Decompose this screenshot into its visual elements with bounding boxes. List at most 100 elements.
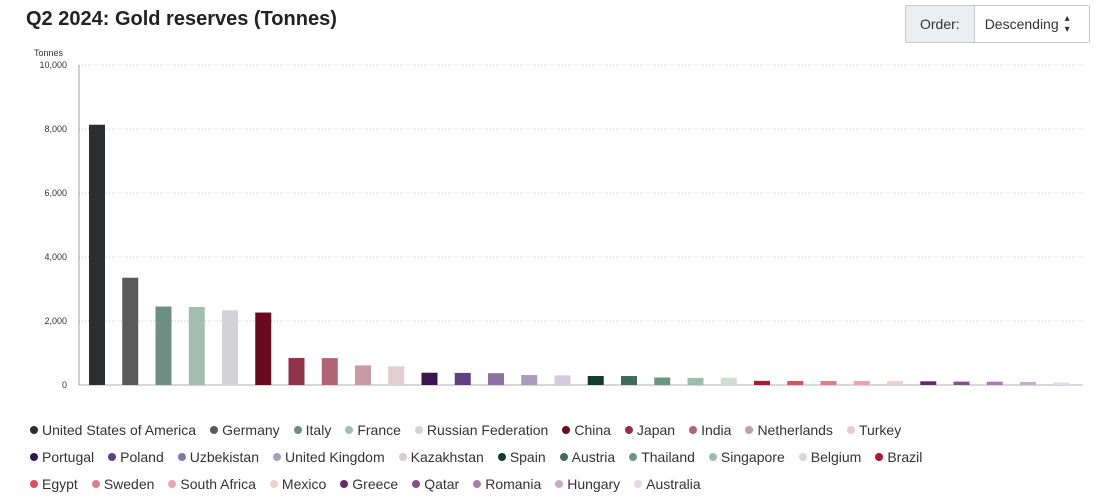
legend-item[interactable]: Greece: [340, 476, 398, 492]
legend-item[interactable]: Italy: [294, 422, 332, 438]
legend-label: Turkey: [859, 422, 901, 438]
y-tick-label: 10,000: [39, 60, 67, 70]
legend-item[interactable]: Germany: [210, 422, 280, 438]
legend-item[interactable]: United States of America: [30, 422, 196, 438]
legend-swatch: [294, 426, 302, 434]
legend-swatch: [340, 480, 348, 488]
legend-swatch: [108, 453, 116, 461]
bar[interactable]: Hungary: [1020, 382, 1036, 385]
legend-item[interactable]: Sweden: [92, 476, 155, 492]
bar[interactable]: Portugal: [422, 373, 438, 385]
legend-row: Portugal Poland Uzbekistan United Kingdom Ka…: [30, 443, 1080, 470]
legend-item[interactable]: Russian Federation: [415, 422, 548, 438]
bar[interactable]: Turkey: [388, 366, 404, 385]
bar[interactable]: India: [322, 358, 338, 385]
y-tick-label: 2,000: [44, 316, 67, 326]
bar[interactable]: Singapore: [688, 378, 704, 385]
bar[interactable]: Greece: [920, 381, 936, 385]
legend-swatch: [634, 480, 642, 488]
legend-item[interactable]: Japan: [625, 422, 675, 438]
legend-swatch: [745, 426, 753, 434]
bar[interactable]: Uzbekistan: [488, 373, 504, 385]
legend-item[interactable]: Singapore: [709, 449, 785, 465]
bar[interactable]: Austria: [621, 376, 637, 385]
legend-label: Japan: [637, 422, 675, 438]
bar[interactable]: Sweden: [821, 381, 837, 385]
legend-item[interactable]: Mexico: [270, 476, 326, 492]
legend-label: Russian Federation: [427, 422, 548, 438]
legend-label: Uzbekistan: [190, 449, 259, 465]
legend-item[interactable]: Poland: [108, 449, 164, 465]
legend-item[interactable]: Portugal: [30, 449, 94, 465]
legend-label: Singapore: [721, 449, 785, 465]
bar[interactable]: Mexico: [887, 381, 903, 385]
bar[interactable]: Japan: [289, 358, 305, 385]
bar[interactable]: Thailand: [654, 378, 670, 385]
legend-swatch: [415, 426, 423, 434]
bar[interactable]: United States of America: [89, 125, 105, 385]
bar[interactable]: Australia: [1053, 382, 1069, 385]
legend-swatch: [30, 480, 38, 488]
legend-swatch: [92, 480, 100, 488]
bar[interactable]: South Africa: [854, 381, 870, 385]
legend-swatch: [399, 453, 407, 461]
legend-label: Thailand: [641, 449, 695, 465]
legend-item[interactable]: Austria: [560, 449, 616, 465]
legend-label: France: [357, 422, 401, 438]
bar[interactable]: Belgium: [721, 378, 737, 385]
bar[interactable]: Romania: [987, 382, 1003, 385]
legend-item[interactable]: India: [689, 422, 731, 438]
legend-item[interactable]: Hungary: [555, 476, 620, 492]
bar[interactable]: China: [255, 313, 271, 385]
legend-item[interactable]: Thailand: [629, 449, 695, 465]
legend-item[interactable]: Kazakhstan: [399, 449, 484, 465]
legend-swatch: [689, 426, 697, 434]
bar[interactable]: Russian Federation: [222, 310, 238, 385]
legend-label: United Kingdom: [285, 449, 385, 465]
legend-item[interactable]: France: [345, 422, 401, 438]
chart-grid: [79, 65, 1083, 321]
bar[interactable]: Kazakhstan: [555, 375, 571, 385]
legend-label: Germany: [222, 422, 280, 438]
legend-item[interactable]: Turkey: [847, 422, 901, 438]
bar[interactable]: Egypt: [787, 381, 803, 385]
legend-label: United States of America: [42, 422, 196, 438]
legend-item[interactable]: Spain: [498, 449, 546, 465]
bar[interactable]: France: [189, 307, 205, 385]
bar[interactable]: Poland: [455, 373, 471, 385]
legend-swatch: [560, 453, 568, 461]
legend-item[interactable]: Uzbekistan: [178, 449, 259, 465]
bar[interactable]: Germany: [122, 278, 138, 385]
bar[interactable]: United Kingdom: [521, 375, 537, 385]
legend-swatch: [168, 480, 176, 488]
legend-item[interactable]: Egypt: [30, 476, 78, 492]
legend-item[interactable]: United Kingdom: [273, 449, 385, 465]
legend-item[interactable]: Qatar: [412, 476, 459, 492]
bar[interactable]: Brazil: [754, 381, 770, 385]
y-tick-label: 6,000: [44, 188, 67, 198]
y-tick-label: 0: [62, 380, 67, 390]
legend-label: Australia: [646, 476, 700, 492]
bar[interactable]: Spain: [588, 376, 604, 385]
legend-label: Egypt: [42, 476, 78, 492]
legend-item[interactable]: Brazil: [875, 449, 922, 465]
legend-label: Poland: [120, 449, 164, 465]
legend-label: Mexico: [282, 476, 326, 492]
legend-label: Netherlands: [757, 422, 833, 438]
legend-swatch: [875, 453, 883, 461]
bar[interactable]: Qatar: [954, 382, 970, 385]
legend-item[interactable]: Romania: [473, 476, 541, 492]
legend-label: Portugal: [42, 449, 94, 465]
bar[interactable]: Netherlands: [355, 365, 371, 385]
legend-item[interactable]: South Africa: [168, 476, 256, 492]
legend-swatch: [847, 426, 855, 434]
bar[interactable]: Italy: [156, 307, 172, 385]
y-axis-title: Tonnes: [34, 48, 64, 58]
legend-swatch: [273, 453, 281, 461]
legend-item[interactable]: Australia: [634, 476, 700, 492]
legend-item[interactable]: China: [562, 422, 611, 438]
legend-swatch: [555, 480, 563, 488]
legend-item[interactable]: Belgium: [799, 449, 862, 465]
legend-swatch: [629, 453, 637, 461]
legend-item[interactable]: Netherlands: [745, 422, 833, 438]
